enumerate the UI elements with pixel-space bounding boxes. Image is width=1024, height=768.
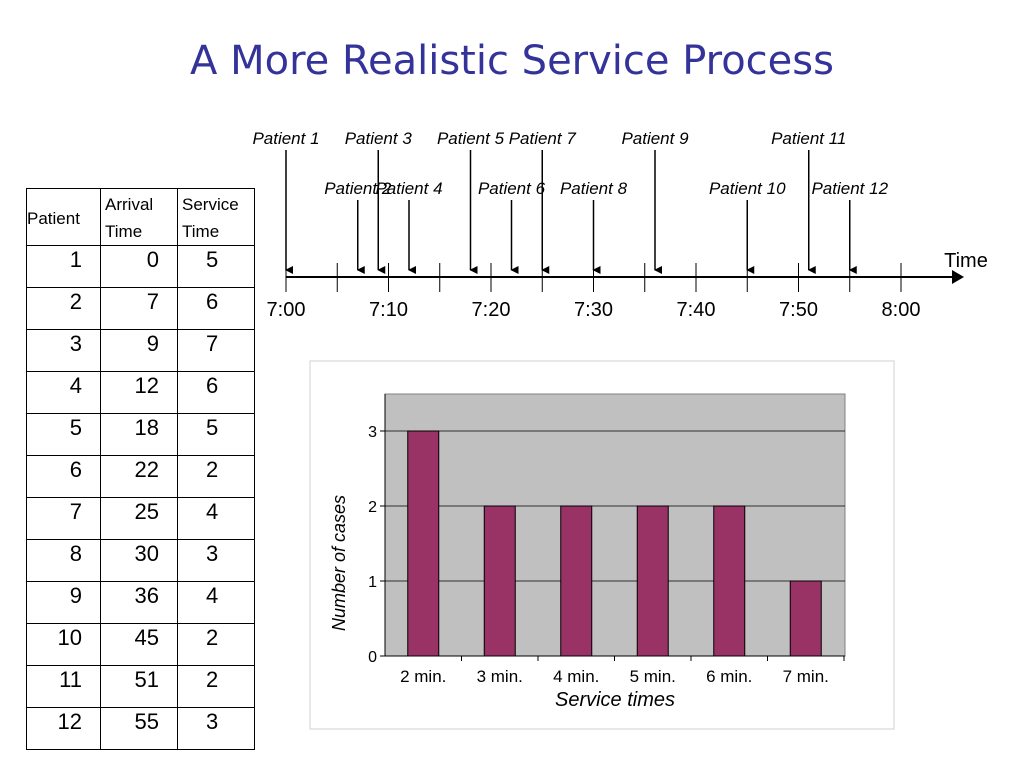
timeline-axis-arrow-icon [952, 270, 964, 284]
x-axis-label: Service times [555, 689, 675, 711]
timeline-tick-label: 7:00 [267, 299, 306, 321]
cell-patient: 6 [26, 455, 101, 498]
x-tick-label: 6 min. [706, 667, 752, 686]
table-row: 7 25 4 [26, 497, 255, 540]
table-row: 11 51 2 [26, 665, 255, 708]
table-row: 9 36 4 [26, 581, 255, 624]
cell-service-time: 6 [177, 287, 255, 330]
table-body: 1 0 5 2 7 6 3 9 7 4 12 6 5 18 5 6 22 2 7 25 4 8 30 3 9 36 4 10 45 2 11… [26, 245, 255, 750]
cell-service-time: 4 [177, 581, 255, 624]
bar [636, 505, 669, 657]
plot-area [384, 393, 846, 657]
bar [560, 505, 593, 657]
timeline-axis-label: Time [944, 250, 988, 272]
cell-arrival-time: 12 [100, 371, 178, 414]
table-row: 12 55 3 [26, 707, 255, 750]
table-row: 10 45 2 [26, 623, 255, 666]
timeline-tick-label: 7:10 [369, 299, 408, 321]
cell-arrival-time: 51 [100, 665, 178, 708]
arrival-timeline: Time 7:00 7:10 7:20 7:30 7:40 7:50 8:00 Patient … [252, 129, 988, 321]
cell-service-time: 4 [177, 497, 255, 540]
arrival-label: Patient 5 [437, 129, 505, 148]
cell-arrival-time: 25 [100, 497, 178, 540]
x-tick-label: 2 min. [400, 667, 446, 686]
x-tick-label: 3 min. [477, 667, 523, 686]
table-row: 8 30 3 [26, 539, 255, 582]
timeline-tick-label: 7:30 [574, 299, 613, 321]
arrival-label: Patient 2 [324, 179, 392, 198]
arrival-label: Patient 12 [811, 179, 888, 198]
cell-patient: 1 [26, 245, 101, 288]
cell-service-time: 2 [177, 455, 255, 498]
cell-arrival-time: 30 [100, 539, 178, 582]
cell-patient: 4 [26, 371, 101, 414]
cell-service-time: 2 [177, 665, 255, 708]
arrival-label: Patient 10 [709, 179, 786, 198]
arrival-label: Patient 7 [509, 129, 577, 148]
slide-title: A More Realistic Service Process [190, 38, 834, 84]
cell-patient: 8 [26, 539, 101, 582]
cell-patient: 11 [26, 665, 101, 708]
bar [407, 430, 440, 657]
timeline-tick-label: 7:50 [779, 299, 818, 321]
cell-service-time: 3 [177, 539, 255, 582]
timeline-tick-label: 7:40 [677, 299, 716, 321]
bar [483, 505, 516, 657]
x-tick-label: 4 min. [553, 667, 599, 686]
bar [713, 505, 746, 657]
arrival-label: Patient 3 [345, 129, 413, 148]
cell-patient: 2 [26, 287, 101, 330]
cell-service-time: 6 [177, 371, 255, 414]
y-tick-label: 3 [368, 424, 377, 441]
y-axis-label: Number of cases [329, 495, 349, 631]
table-row: 5 18 5 [26, 413, 255, 456]
x-tick-label: 5 min. [630, 667, 676, 686]
arrival-label: Patient 9 [621, 129, 689, 148]
table-row: 4 12 6 [26, 371, 255, 414]
cell-patient: 7 [26, 497, 101, 540]
y-tick-label: 0 [368, 649, 377, 666]
cell-arrival-time: 0 [100, 245, 178, 288]
arrival-label: Patient 1 [252, 129, 319, 148]
arrival-label: Patient 6 [478, 179, 546, 198]
cell-service-time: 5 [177, 245, 255, 288]
cell-patient: 12 [26, 707, 101, 750]
cell-service-time: 3 [177, 707, 255, 750]
cell-arrival-time: 36 [100, 581, 178, 624]
y-tick-label: 1 [368, 574, 377, 591]
timeline-tick-label: 8:00 [882, 299, 921, 321]
arrival-label: Patient 11 [771, 129, 846, 148]
cell-service-time: 2 [177, 623, 255, 666]
y-tick-label: 2 [368, 499, 377, 516]
table-row: 6 22 2 [26, 455, 255, 498]
header-patient: Patient [26, 188, 101, 246]
arrival-label: Patient 4 [375, 179, 442, 198]
x-tick-label: 7 min. [783, 667, 829, 686]
header-arrival-time: Arrival Time [100, 188, 178, 246]
timeline-tick-label: 7:20 [472, 299, 511, 321]
cell-arrival-time: 9 [100, 329, 178, 372]
cell-arrival-time: 7 [100, 287, 178, 330]
bar [789, 580, 822, 657]
cell-service-time: 7 [177, 329, 255, 372]
table-header-row: Patient Arrival Time Service Time [26, 188, 255, 246]
arrival-label: Patient 8 [560, 179, 628, 198]
